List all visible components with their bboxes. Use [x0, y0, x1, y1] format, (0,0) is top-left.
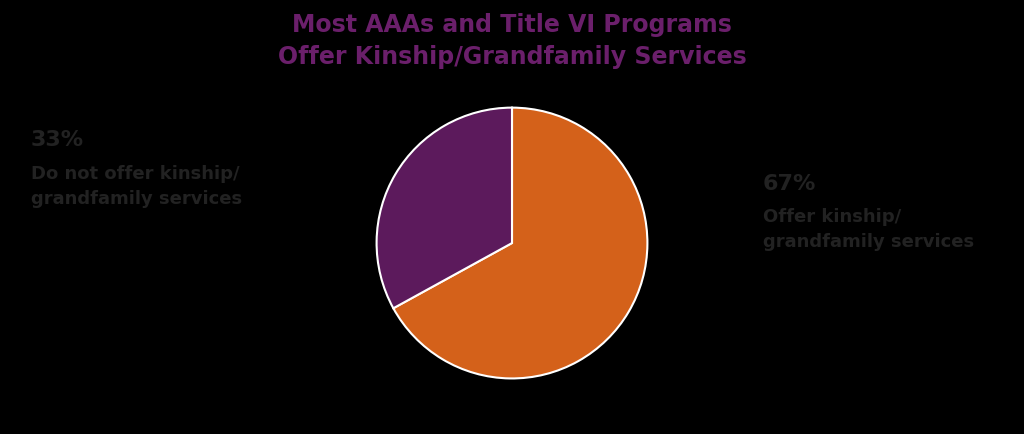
Text: 67%: 67% [763, 174, 816, 194]
Text: 33%: 33% [31, 130, 84, 150]
Text: Do not offer kinship/
grandfamily services: Do not offer kinship/ grandfamily servic… [31, 165, 242, 208]
Wedge shape [393, 108, 647, 378]
Wedge shape [377, 108, 512, 308]
Text: Most AAAs and Title VI Programs
Offer Kinship/Grandfamily Services: Most AAAs and Title VI Programs Offer Ki… [278, 13, 746, 69]
Text: Offer kinship/
grandfamily services: Offer kinship/ grandfamily services [763, 208, 974, 251]
